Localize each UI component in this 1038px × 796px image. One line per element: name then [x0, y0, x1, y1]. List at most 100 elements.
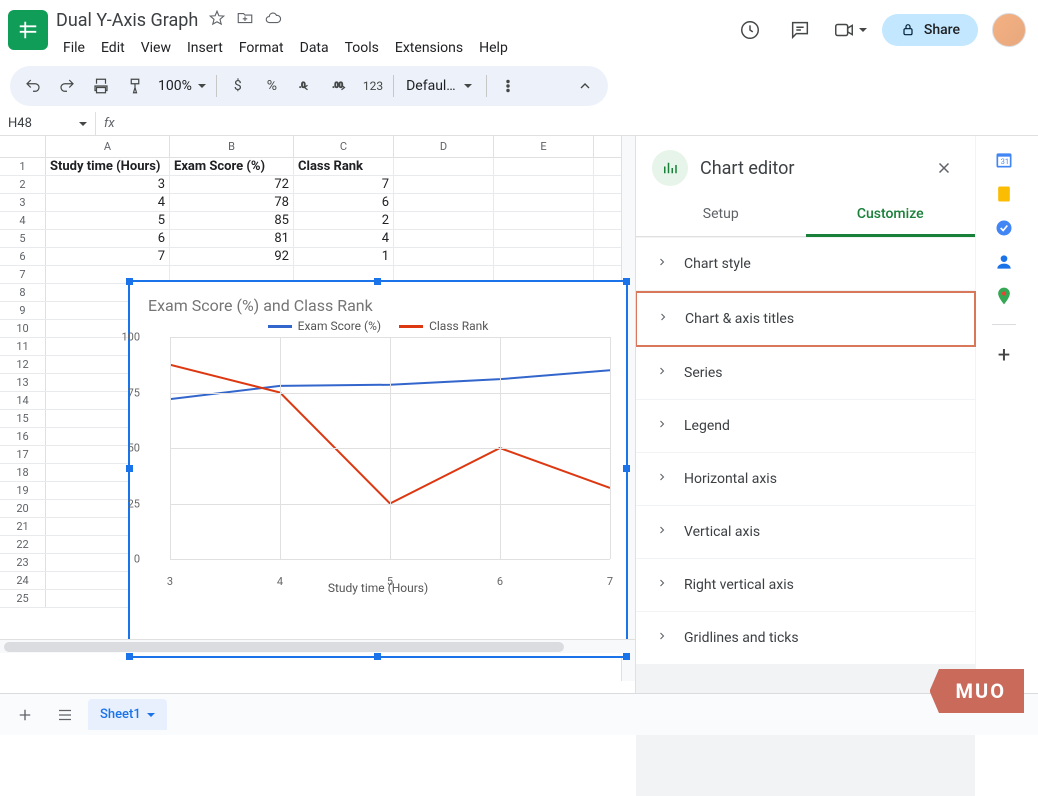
row-header[interactable]: 23 [0, 554, 46, 571]
cell[interactable] [494, 176, 594, 193]
doc-title[interactable]: Dual Y-Axis Graph [56, 10, 198, 31]
number-format-button[interactable]: 123 [359, 71, 387, 101]
menu-view[interactable]: View [134, 36, 178, 60]
col-header-D[interactable]: D [394, 136, 494, 157]
chart-object[interactable]: Exam Score (%) and Class Rank Exam Score… [128, 280, 628, 658]
editor-section[interactable]: Vertical axis [636, 506, 975, 559]
font-select[interactable]: Defaul… [400, 78, 480, 94]
paint-format-button[interactable] [120, 71, 150, 101]
menu-file[interactable]: File [56, 36, 92, 60]
cell[interactable]: 85 [170, 212, 294, 229]
menu-help[interactable]: Help [472, 36, 515, 60]
cell[interactable] [394, 248, 494, 265]
star-icon[interactable] [208, 9, 226, 31]
name-box[interactable]: H48 [0, 112, 96, 135]
cell[interactable]: 4 [46, 194, 170, 211]
row-header[interactable]: 8 [0, 284, 46, 301]
add-sheet-button[interactable] [8, 698, 42, 732]
cell[interactable]: 2 [294, 212, 394, 229]
row-header[interactable]: 1 [0, 158, 46, 175]
row-header[interactable]: 11 [0, 338, 46, 355]
horizontal-scrollbar[interactable] [0, 639, 635, 653]
keep-icon[interactable] [994, 184, 1014, 204]
maps-icon[interactable] [994, 286, 1014, 306]
row-header[interactable]: 6 [0, 248, 46, 265]
row-header[interactable]: 2 [0, 176, 46, 193]
col-header-C[interactable]: C [294, 136, 394, 157]
row-header[interactable]: 7 [0, 266, 46, 283]
collapse-toolbar-button[interactable] [570, 71, 600, 101]
cell[interactable]: 92 [170, 248, 294, 265]
editor-section[interactable]: Gridlines and ticks [636, 612, 975, 665]
editor-section[interactable]: Chart & axis titles [635, 291, 976, 347]
zoom-select[interactable]: 100% [154, 78, 210, 94]
tab-setup[interactable]: Setup [636, 196, 806, 236]
cell[interactable]: 78 [170, 194, 294, 211]
cell[interactable]: 7 [46, 248, 170, 265]
addons-icon[interactable]: + [998, 343, 1010, 368]
cell[interactable]: 6 [46, 230, 170, 247]
row-header[interactable]: 15 [0, 410, 46, 427]
share-button[interactable]: Share [882, 14, 978, 46]
undo-button[interactable] [18, 71, 48, 101]
cell[interactable]: Class Rank [294, 158, 394, 175]
menu-tools[interactable]: Tools [338, 36, 386, 60]
increase-decimal-button[interactable]: .00 [325, 71, 355, 101]
all-sheets-button[interactable] [48, 698, 82, 732]
row-header[interactable]: 21 [0, 518, 46, 535]
cell[interactable]: 6 [294, 194, 394, 211]
row-header[interactable]: 5 [0, 230, 46, 247]
history-icon[interactable] [732, 12, 768, 48]
avatar[interactable] [992, 13, 1026, 47]
cell[interactable] [394, 158, 494, 175]
row-header[interactable]: 22 [0, 536, 46, 553]
cell[interactable]: 3 [46, 176, 170, 193]
cell[interactable] [494, 194, 594, 211]
cell[interactable] [494, 212, 594, 229]
row-header[interactable]: 9 [0, 302, 46, 319]
menu-edit[interactable]: Edit [94, 36, 132, 60]
contacts-icon[interactable] [994, 252, 1014, 272]
cloud-icon[interactable] [264, 9, 282, 31]
menu-format[interactable]: Format [232, 36, 291, 60]
currency-button[interactable]: $ [223, 71, 253, 101]
col-header-B[interactable]: B [170, 136, 294, 157]
cell[interactable] [494, 158, 594, 175]
row-header[interactable]: 12 [0, 356, 46, 373]
sheet-tab[interactable]: Sheet1 [88, 699, 167, 730]
cell[interactable]: 5 [46, 212, 170, 229]
cell[interactable]: 81 [170, 230, 294, 247]
row-header[interactable]: 19 [0, 482, 46, 499]
print-button[interactable] [86, 71, 116, 101]
cell[interactable] [394, 176, 494, 193]
col-header-E[interactable]: E [494, 136, 594, 157]
cell[interactable]: Study time (Hours) [46, 158, 170, 175]
cell[interactable]: 4 [294, 230, 394, 247]
row-header[interactable]: 14 [0, 392, 46, 409]
row-header[interactable]: 24 [0, 572, 46, 589]
cell[interactable] [494, 248, 594, 265]
cell[interactable] [394, 212, 494, 229]
row-header[interactable]: 18 [0, 464, 46, 481]
row-header[interactable]: 4 [0, 212, 46, 229]
editor-section[interactable]: Horizontal axis [636, 453, 975, 506]
editor-section[interactable]: Chart style [636, 238, 975, 291]
menu-data[interactable]: Data [293, 36, 336, 60]
cell[interactable]: 1 [294, 248, 394, 265]
move-icon[interactable] [236, 9, 254, 31]
tab-customize[interactable]: Customize [806, 196, 976, 237]
meet-icon[interactable] [832, 12, 868, 48]
menu-insert[interactable]: Insert [180, 36, 230, 60]
cell[interactable] [394, 230, 494, 247]
cell[interactable] [494, 230, 594, 247]
cell[interactable] [394, 194, 494, 211]
close-icon[interactable] [929, 153, 959, 183]
menu-extensions[interactable]: Extensions [388, 36, 470, 60]
row-header[interactable]: 25 [0, 590, 46, 607]
sheets-logo[interactable] [8, 10, 48, 50]
row-header[interactable]: 16 [0, 428, 46, 445]
row-header[interactable]: 13 [0, 374, 46, 391]
row-header[interactable]: 20 [0, 500, 46, 517]
tasks-icon[interactable] [994, 218, 1014, 238]
col-header-A[interactable]: A [46, 136, 170, 157]
